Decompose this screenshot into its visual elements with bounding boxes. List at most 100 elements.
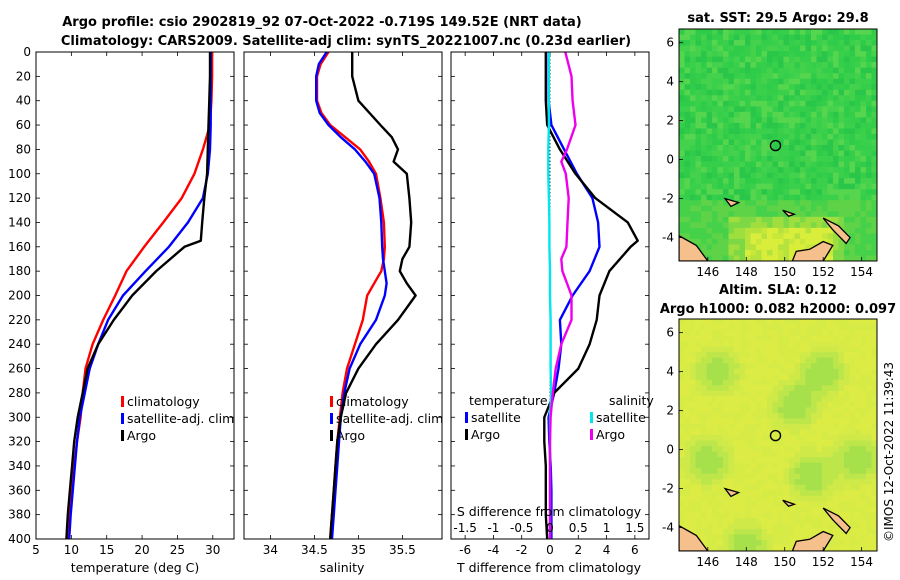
- map-cell: [739, 255, 746, 261]
- map-cell: [816, 407, 823, 414]
- map-cell: [701, 528, 707, 535]
- map-cell: [767, 368, 773, 375]
- map-cell: [833, 161, 839, 168]
- map-cell: [844, 56, 850, 63]
- map-cell: [690, 34, 696, 41]
- map-cell: [739, 205, 746, 212]
- map-cell: [701, 133, 707, 140]
- map-cell: [684, 407, 691, 414]
- map-cell: [816, 412, 823, 419]
- map-cell: [789, 194, 795, 201]
- y-tick-label: 140: [8, 215, 31, 229]
- map-cell: [783, 249, 790, 256]
- map-cell: [684, 429, 691, 436]
- map-cell: [783, 244, 790, 251]
- map-cell: [849, 473, 856, 480]
- map-cell: [805, 156, 812, 162]
- map-cell: [723, 401, 729, 408]
- map-cell: [866, 462, 872, 469]
- map-cell: [860, 418, 867, 425]
- map-cell: [811, 341, 817, 348]
- map-cell: [860, 401, 867, 408]
- map-cell: [756, 233, 762, 240]
- map-cell: [739, 319, 746, 325]
- map-cell: [728, 84, 735, 91]
- salinity-line-argo: [329, 52, 417, 539]
- map-cell: [783, 429, 790, 436]
- map-cell: [723, 133, 729, 140]
- map-cell: [783, 62, 790, 69]
- map-cell: [871, 446, 877, 452]
- map-cell: [717, 255, 724, 261]
- map-cell: [695, 385, 702, 392]
- map-cell: [717, 495, 724, 502]
- map-cell: [750, 324, 757, 331]
- map-cell: [827, 100, 834, 107]
- map-cell: [849, 495, 856, 502]
- map-cell: [723, 418, 729, 425]
- map-cell: [756, 501, 762, 508]
- map-cell: [800, 435, 806, 441]
- map-cell: [811, 462, 817, 469]
- map-cell: [871, 451, 877, 458]
- map-cell: [684, 457, 691, 464]
- map-cell: [717, 346, 724, 353]
- map-cell: [734, 84, 740, 91]
- map-cell: [690, 189, 696, 196]
- map-cell: [679, 178, 685, 185]
- map-cell: [778, 172, 784, 179]
- map-cell: [866, 100, 872, 107]
- map-cell: [816, 194, 823, 201]
- map-cell: [838, 128, 845, 135]
- map-cell: [712, 211, 718, 218]
- map-cell: [739, 479, 746, 486]
- map-cell: [794, 67, 801, 74]
- map-cell: [690, 385, 696, 392]
- map-cell: [811, 528, 817, 535]
- map-cell: [745, 506, 751, 513]
- map-cell: [745, 473, 751, 480]
- map-cell: [712, 89, 718, 96]
- map-cell: [871, 435, 877, 441]
- y-tick-label: 360: [8, 483, 31, 497]
- map-cell: [690, 133, 696, 140]
- map-cell: [811, 352, 817, 359]
- map-cell: [750, 534, 757, 541]
- map-cell: [866, 117, 872, 124]
- map-cell: [728, 412, 735, 419]
- map-cell: [739, 133, 746, 140]
- map-cell: [789, 418, 795, 425]
- map-cell: [816, 490, 823, 497]
- map-cell: [701, 363, 707, 370]
- map-cell: [778, 200, 784, 207]
- map-cell: [794, 357, 801, 364]
- map-cell: [756, 128, 762, 135]
- map-cell: [816, 352, 823, 359]
- map-cell: [789, 200, 795, 207]
- map-cell: [822, 111, 828, 118]
- map-cell: [816, 368, 823, 375]
- map-cell: [816, 473, 823, 480]
- map-cell: [706, 495, 713, 502]
- map-cell: [756, 227, 762, 234]
- map-cell: [811, 512, 817, 519]
- map-cell: [734, 534, 740, 541]
- map-cell: [822, 457, 828, 464]
- map-y-tick-label: -2: [662, 192, 674, 206]
- map-cell: [767, 523, 773, 530]
- map-cell: [849, 62, 856, 69]
- map-cell: [838, 363, 845, 370]
- map-cell: [783, 440, 790, 447]
- map-cell: [783, 233, 790, 240]
- map-cell: [767, 462, 773, 469]
- map-cell: [778, 51, 784, 58]
- map-cell: [739, 446, 746, 452]
- map-cell: [756, 346, 762, 353]
- map-cell: [805, 451, 812, 458]
- map-cell: [849, 45, 856, 52]
- map-cell: [767, 45, 773, 52]
- map-cell: [728, 407, 735, 414]
- map-cell: [838, 396, 845, 403]
- map-cell: [750, 227, 757, 234]
- map-cell: [767, 167, 773, 174]
